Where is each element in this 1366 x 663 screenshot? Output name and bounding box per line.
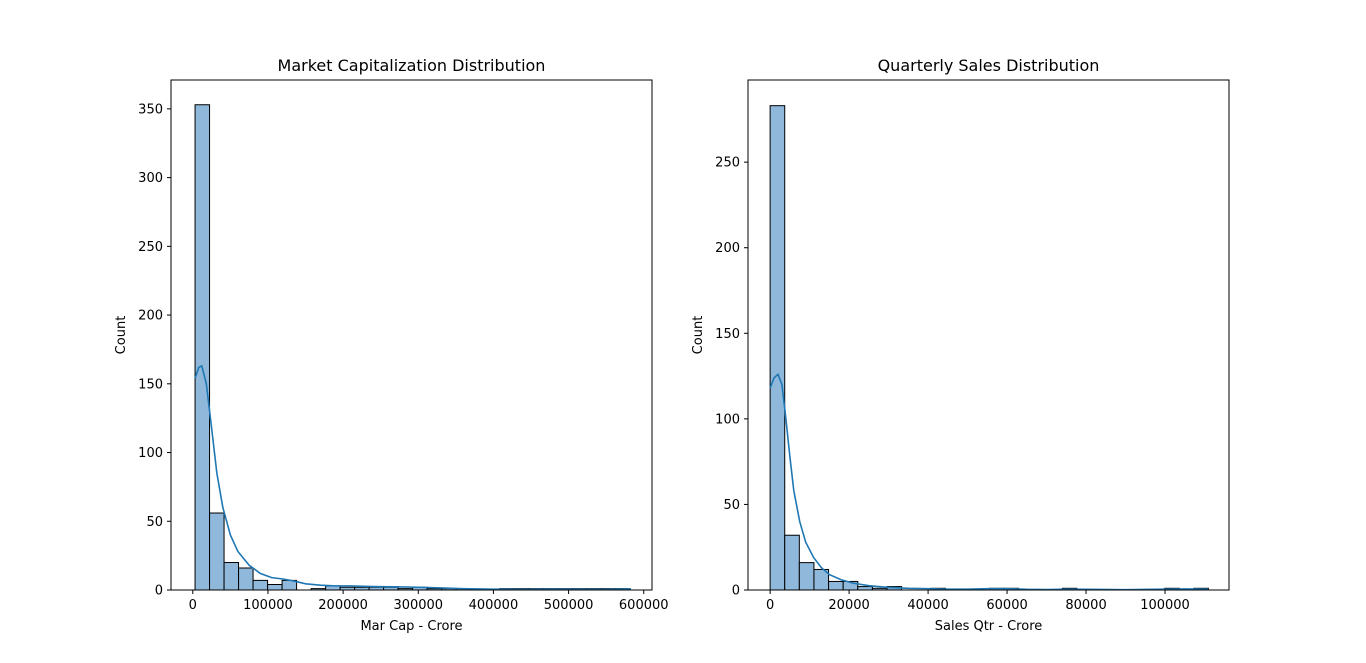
market-cap-x-tick-label: 600000	[619, 598, 669, 613]
market-cap-title: Market Capitalization Distribution	[278, 56, 546, 75]
market-cap-bar	[238, 567, 254, 591]
quarterly-sales-y-axis-label: Count	[691, 316, 706, 355]
quarterly-sales-y-tick-label: 100	[715, 412, 740, 427]
quarterly-sales-kde-line	[769, 373, 1209, 591]
market-cap-x-tick-label: 100000	[243, 598, 293, 613]
market-cap-y-tick-label: 0	[155, 584, 163, 599]
market-cap-y-tick-label: 100	[138, 446, 163, 461]
quarterly-sales-y-tick-label: 0	[732, 584, 740, 599]
quarterly-sales-x-tick-label: 80000	[1065, 598, 1106, 613]
market-cap-bar	[252, 579, 269, 591]
market-cap-y-tick-label: 200	[138, 309, 163, 324]
market-cap-bar	[267, 584, 283, 591]
quarterly-sales-x-tick-label: 0	[766, 598, 774, 613]
quarterly-sales-y-tick-label: 250	[715, 156, 740, 171]
market-cap-y-tick-label: 250	[138, 240, 163, 255]
market-cap-bar	[194, 104, 211, 591]
market-cap-y-tick-label: 350	[138, 102, 163, 117]
market-cap-y-tick-label: 50	[146, 515, 163, 530]
quarterly-sales-x-tick-label: 60000	[986, 598, 1027, 613]
market-cap-kde-line	[194, 364, 631, 591]
quarterly-sales-x-tick-label: 40000	[907, 598, 948, 613]
market-cap-bar	[209, 512, 225, 591]
quarterly-sales-y-tick-label: 200	[715, 241, 740, 256]
market-cap-y-axis-label: Count	[114, 316, 129, 355]
quarterly-sales-bar	[784, 534, 800, 591]
market-cap-axes-frame	[170, 79, 653, 591]
quarterly-sales-bar	[828, 580, 844, 591]
quarterly-sales-title: Quarterly Sales Distribution	[878, 56, 1100, 75]
market-cap-y-tick-label: 300	[138, 171, 163, 186]
quarterly-sales-histogram: 0 20000 40000 60000 80000 100000 0 50 100 150 200 2…	[691, 56, 1230, 634]
market-cap-y-tick-label: 150	[138, 377, 163, 392]
market-cap-x-axis-label: Mar Cap - Crore	[360, 619, 462, 634]
quarterly-sales-axes-frame	[747, 79, 1230, 591]
quarterly-sales-y-tick-label: 50	[723, 498, 740, 513]
market-cap-x-tick-label: 400000	[469, 598, 519, 613]
quarterly-sales-bar	[857, 586, 873, 591]
quarterly-sales-bar	[798, 562, 815, 591]
market-cap-x-tick-label: 300000	[393, 598, 443, 613]
quarterly-sales-y-tick-label: 150	[715, 327, 740, 342]
market-cap-x-tick-label: 500000	[544, 598, 594, 613]
market-cap-x-tick-label: 0	[189, 598, 197, 613]
quarterly-sales-x-tick-label: 20000	[828, 598, 869, 613]
quarterly-sales-x-tick-label: 100000	[1140, 598, 1190, 613]
market-cap-bar	[223, 562, 240, 591]
market-cap-x-tick-label: 200000	[318, 598, 368, 613]
quarterly-sales-x-axis-label: Sales Qtr - Crore	[935, 619, 1043, 634]
quarterly-sales-bar	[769, 105, 786, 591]
market-cap-histogram: 0 100000 200000 300000 400000 500000 600000 0 50…	[114, 56, 669, 634]
